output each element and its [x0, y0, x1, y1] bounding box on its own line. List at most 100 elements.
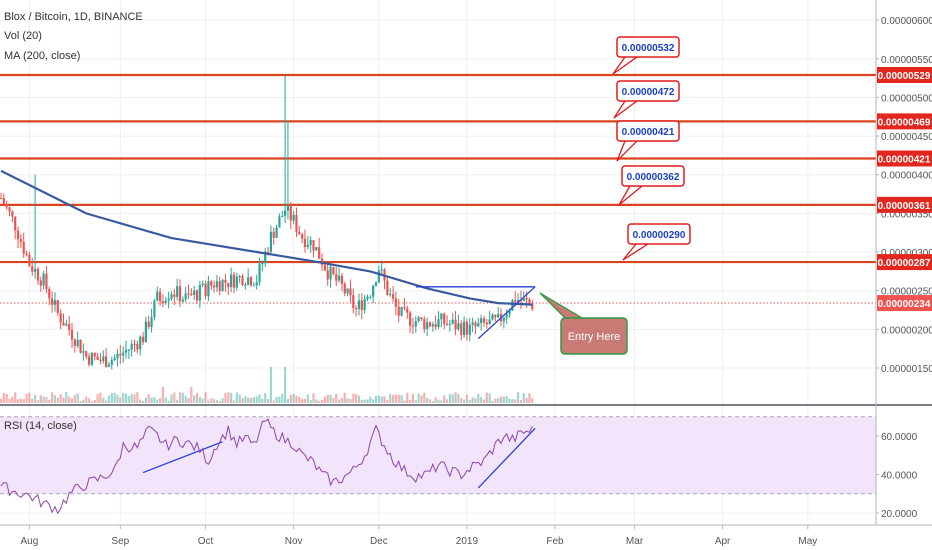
time-axis[interactable]: Aug Sep Oct Nov Dec 2019 Feb Mar Apr May: [21, 525, 818, 547]
candle-body: [116, 353, 119, 359]
candle-body: [420, 317, 423, 320]
candle-body: [346, 288, 349, 294]
volume-bar: [249, 398, 253, 403]
volume-bar: [113, 392, 116, 403]
volume-bar: [474, 398, 477, 403]
volume-bar: [409, 399, 412, 403]
volume-bar: [437, 399, 440, 403]
trendlines[interactable]: [142, 286, 536, 489]
volume-bar: [266, 398, 270, 403]
candle-body: [167, 298, 170, 301]
volume-bar: [176, 400, 179, 403]
candle-body: [374, 282, 378, 286]
volume-bar: [122, 392, 125, 403]
volume-bar: [497, 398, 500, 403]
candle-body: [252, 285, 255, 287]
candle-body: [33, 268, 37, 272]
candle-body: [133, 343, 136, 345]
volume-bar: [48, 399, 51, 403]
volume-bar: [431, 400, 434, 403]
candle-body: [136, 343, 139, 350]
candle-body: [329, 266, 332, 280]
candle-body: [522, 297, 525, 301]
volume-bar: [281, 393, 284, 403]
volume-bar: [258, 394, 261, 403]
volume-bar: [448, 394, 451, 403]
price-callouts[interactable]: 0.00000532 0.00000472 0.00000421 0.00000362…: [612, 36, 691, 261]
candle-body: [426, 322, 429, 330]
candle-body: [451, 319, 454, 324]
time-tick-label: Nov: [285, 536, 303, 547]
candle-body: [315, 247, 318, 251]
candle-body: [218, 281, 221, 291]
volume-bar: [346, 398, 349, 403]
volume-bar: [377, 395, 380, 403]
volume-bar: [164, 397, 167, 403]
volume-bar: [485, 392, 488, 403]
candle-body: [45, 273, 48, 289]
volume-bar: [230, 392, 233, 403]
candle-body: [292, 214, 295, 221]
candle-body: [193, 290, 196, 295]
candle-body: [22, 241, 25, 254]
level-label-text: 0.00000287: [878, 258, 931, 269]
price-tick-label: 0.00000250: [881, 287, 932, 298]
candle-body: [102, 356, 105, 362]
candle-body: [445, 323, 449, 325]
rsi-legend: RSI (14, close): [4, 420, 77, 432]
volume-bar: [147, 394, 150, 403]
candle-body: [366, 296, 369, 299]
price-tick-label: 0.00000400: [881, 171, 932, 182]
candle-body: [56, 300, 59, 313]
volume-bar: [516, 392, 520, 403]
volume-bar: [355, 394, 358, 403]
candle-body: [505, 314, 508, 318]
candle-body: [312, 240, 315, 251]
volume-bar: [423, 392, 426, 403]
level-label-box: [877, 150, 932, 167]
volume-bar: [244, 396, 247, 403]
volume-bar: [420, 395, 423, 403]
candle-body: [5, 204, 8, 208]
volume-bar: [340, 397, 344, 403]
candle-body: [79, 339, 82, 353]
candle-body: [207, 281, 210, 297]
candle-body: [161, 301, 165, 303]
candle-body: [164, 300, 167, 303]
volume-bar: [329, 395, 332, 403]
volume-bar: [451, 394, 454, 403]
candlesticks[interactable]: [0, 75, 534, 370]
level-label-text: 0.00000529: [878, 71, 931, 82]
time-tick-label: Dec: [370, 536, 388, 547]
candle-body: [400, 306, 403, 316]
volume-bar: [482, 399, 486, 403]
entry-box: [560, 317, 628, 355]
candle-body: [244, 284, 247, 286]
candle-body: [386, 280, 389, 295]
time-tick-label: May: [798, 536, 817, 547]
candle-body: [480, 318, 483, 324]
rsi-band: [0, 416, 876, 494]
volume-bar: [241, 398, 244, 403]
volume-bar: [284, 367, 287, 403]
volume-bar: [93, 400, 96, 403]
volume-bar: [411, 393, 415, 403]
volume-bar: [173, 392, 176, 403]
rsi-axis[interactable]: 60.0000 40.0000 20.0000: [876, 432, 918, 520]
volume-bar: [391, 395, 395, 403]
volume-bar: [454, 392, 457, 403]
volume-bar: [181, 392, 184, 403]
candle-body: [158, 291, 162, 302]
entry-annotation[interactable]: Entry Here: [539, 292, 628, 355]
candle-body: [502, 317, 505, 322]
price-axis[interactable]: 0.00000600 0.00000550 0.00000500 0.00000450…: [876, 16, 932, 375]
volume-bar: [105, 400, 108, 403]
candle-body: [201, 283, 204, 286]
volume-bar: [477, 393, 480, 403]
candle-body: [62, 322, 65, 326]
volume-bar: [127, 396, 130, 403]
candle-body: [16, 230, 20, 240]
volume-bar: [238, 394, 241, 403]
volume-bar: [491, 400, 494, 403]
